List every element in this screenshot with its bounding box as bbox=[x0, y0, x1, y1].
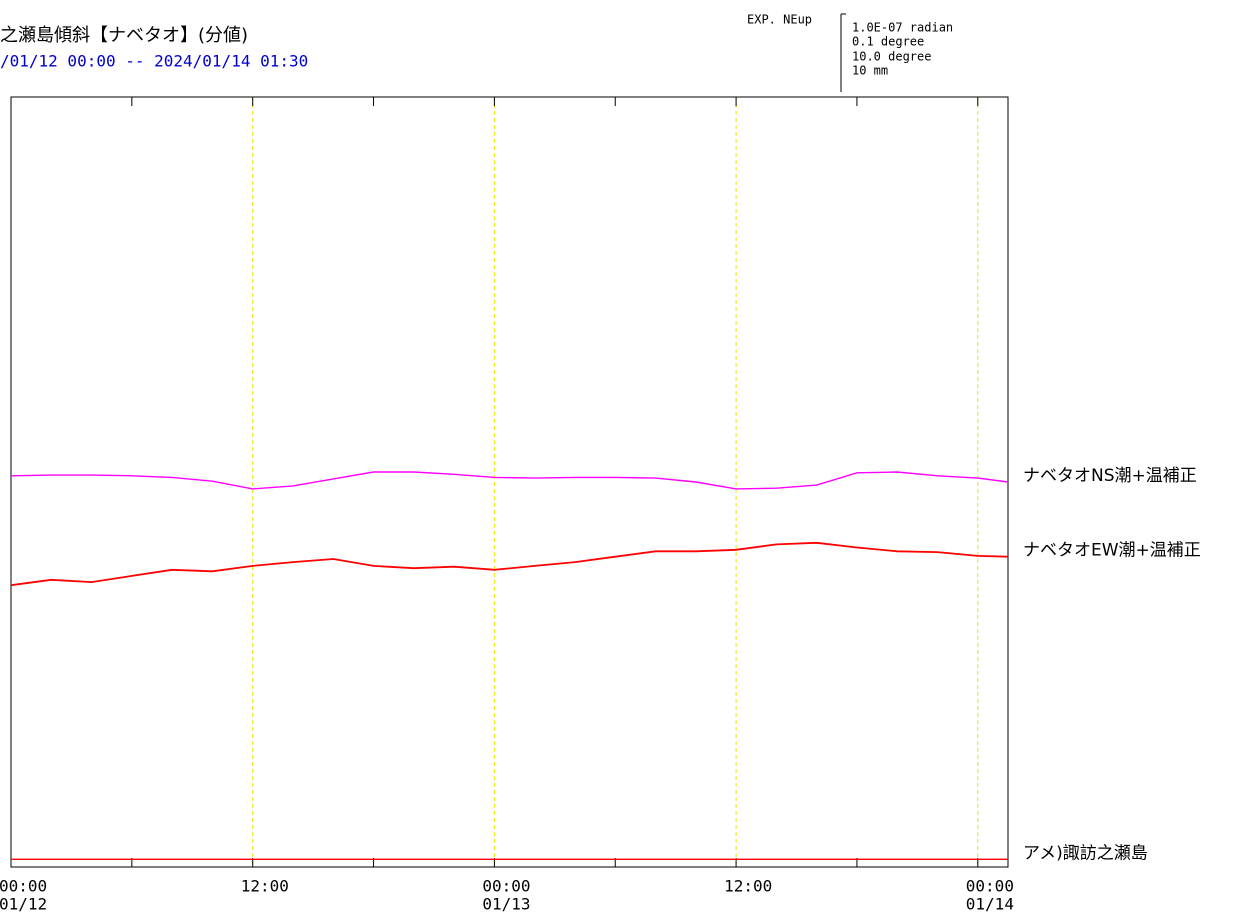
series-line bbox=[10, 471, 1009, 490]
scale-line: 10 mm bbox=[852, 64, 888, 78]
chart-subtitle: /01/12 00:00 -- 2024/01/14 01:30 bbox=[0, 52, 308, 71]
series-label: ナベタオEW潮+温補正 bbox=[1023, 541, 1201, 561]
x-tick-label: 12:00 bbox=[724, 877, 772, 896]
scale-line: 1.0E-07 radian bbox=[852, 21, 953, 35]
plot-frame bbox=[10, 96, 1009, 868]
scale-line: 10.0 degree bbox=[852, 50, 931, 64]
series-label: ナベタオNS潮+温補正 bbox=[1023, 466, 1197, 486]
x-tick-label: 00:00 bbox=[482, 877, 530, 896]
scale-line: 0.1 degree bbox=[852, 35, 924, 49]
scale-label: EXP. NEup bbox=[747, 13, 812, 27]
series-label: アメ)諏訪之瀬島 bbox=[1023, 843, 1148, 863]
x-tick-date: 01/14 bbox=[966, 895, 1014, 914]
x-tick-label: 12:00 bbox=[241, 877, 289, 896]
chart-title: 之瀬島傾斜【ナベタオ】(分値) bbox=[0, 25, 248, 46]
x-tick-label: 00:00 bbox=[966, 877, 1014, 896]
x-tick-date: 01/13 bbox=[482, 895, 530, 914]
x-tick-label: 00:00 bbox=[0, 877, 47, 896]
x-tick-date: 01/12 bbox=[0, 895, 47, 914]
series-line bbox=[10, 541, 1009, 587]
